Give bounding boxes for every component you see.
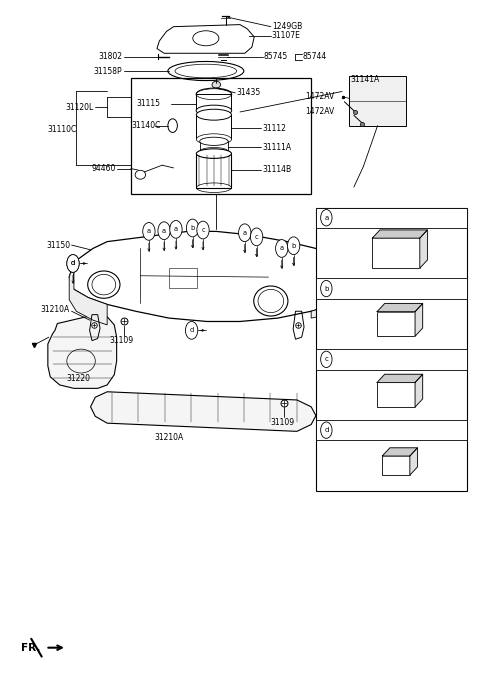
Circle shape [276, 239, 288, 257]
Text: FR.: FR. [21, 643, 40, 653]
Bar [316, 208, 467, 228]
Text: c: c [255, 234, 258, 240]
Text: 31140C: 31140C [132, 121, 161, 130]
Polygon shape [410, 448, 418, 475]
Text: 31210A: 31210A [154, 433, 183, 442]
Text: a: a [162, 228, 166, 234]
Bar [196, 153, 231, 188]
Text: a: a [243, 230, 247, 236]
Bar [383, 456, 410, 475]
Polygon shape [372, 230, 427, 238]
Circle shape [251, 228, 263, 246]
Text: 31150: 31150 [46, 241, 70, 250]
Bar [377, 312, 415, 336]
Bar [131, 78, 311, 194]
Text: 85744: 85744 [302, 52, 327, 61]
Text: 1472AV: 1472AV [306, 107, 335, 116]
Bar [200, 141, 228, 151]
Circle shape [170, 220, 182, 238]
Circle shape [186, 219, 199, 237]
Text: c: c [324, 356, 328, 363]
Ellipse shape [196, 105, 232, 116]
Text: b: b [191, 225, 195, 231]
Text: 31109: 31109 [109, 336, 133, 345]
Polygon shape [69, 231, 349, 321]
Polygon shape [48, 314, 117, 388]
Text: a: a [280, 246, 284, 251]
Text: d: d [71, 261, 75, 266]
Text: a: a [324, 215, 328, 221]
Text: b: b [291, 243, 296, 249]
Circle shape [67, 255, 79, 272]
Text: 31107E: 31107E [272, 31, 300, 40]
Ellipse shape [200, 137, 228, 145]
Bar [372, 238, 420, 268]
Text: 1472AV: 1472AV [306, 92, 335, 101]
Polygon shape [311, 267, 349, 318]
Text: b: b [324, 286, 328, 292]
Text: 31112: 31112 [262, 124, 286, 133]
Text: 31210A: 31210A [41, 305, 70, 314]
Text: 31120L: 31120L [66, 103, 94, 111]
Circle shape [239, 224, 251, 241]
Bar [169, 268, 197, 288]
Text: a: a [147, 228, 151, 235]
Polygon shape [91, 391, 316, 431]
Text: 31101B: 31101B [336, 355, 368, 364]
Text: 31158P: 31158P [94, 67, 122, 76]
Ellipse shape [200, 147, 228, 155]
Text: 31114B: 31114B [262, 166, 291, 175]
Polygon shape [415, 303, 423, 336]
Bar [196, 94, 231, 110]
Text: 31141A: 31141A [350, 75, 379, 84]
Ellipse shape [196, 149, 231, 158]
Circle shape [185, 321, 198, 339]
Text: 31220: 31220 [67, 374, 91, 383]
Circle shape [321, 210, 332, 226]
Ellipse shape [196, 133, 231, 144]
Circle shape [321, 281, 332, 297]
Text: d: d [71, 261, 75, 266]
Circle shape [288, 237, 300, 255]
Text: 31101: 31101 [336, 213, 362, 222]
Text: 31101A: 31101A [336, 284, 368, 293]
Circle shape [321, 422, 332, 438]
Text: 94460: 94460 [91, 164, 116, 173]
Text: a: a [174, 226, 178, 233]
Polygon shape [349, 76, 406, 126]
Text: c: c [201, 227, 205, 233]
Bar [377, 383, 415, 407]
Ellipse shape [196, 88, 232, 100]
Circle shape [321, 351, 332, 367]
Bar [316, 420, 467, 440]
Bar [316, 279, 467, 299]
Circle shape [197, 221, 209, 239]
Text: 31115: 31115 [137, 99, 161, 108]
Polygon shape [383, 448, 418, 456]
Circle shape [67, 255, 79, 272]
Text: 1249GB: 1249GB [272, 22, 302, 31]
Ellipse shape [212, 81, 220, 88]
Polygon shape [69, 262, 107, 325]
Text: d: d [324, 427, 328, 433]
Text: 31104F: 31104F [336, 426, 367, 435]
Bar [196, 115, 231, 139]
Bar [316, 349, 467, 369]
Text: 31110C: 31110C [48, 125, 77, 133]
Text: d: d [190, 327, 194, 334]
Circle shape [143, 222, 155, 240]
Polygon shape [420, 230, 427, 268]
Text: 31109: 31109 [271, 418, 295, 427]
Polygon shape [377, 303, 423, 312]
Polygon shape [377, 374, 423, 383]
Text: 31111A: 31111A [262, 143, 291, 152]
Text: 85745: 85745 [264, 52, 288, 61]
Text: 31802: 31802 [98, 52, 122, 61]
Circle shape [158, 222, 170, 239]
Bar [316, 208, 467, 491]
Ellipse shape [196, 109, 231, 120]
Text: 31435: 31435 [236, 88, 261, 98]
Polygon shape [415, 374, 423, 407]
